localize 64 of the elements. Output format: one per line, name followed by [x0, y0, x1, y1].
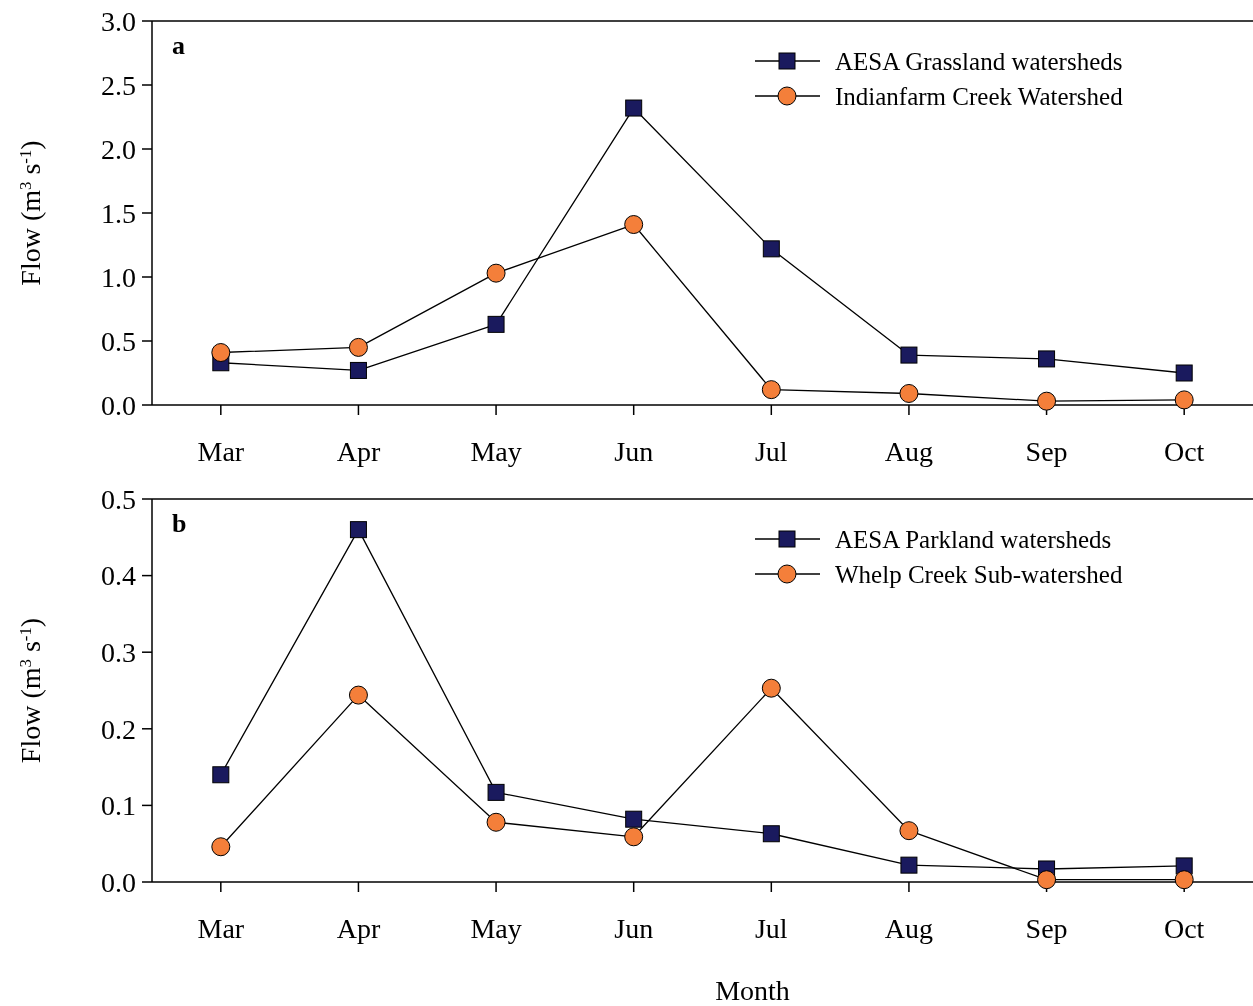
- y-tick-label: 2.0: [101, 133, 136, 165]
- y-tick-label: 0.3: [101, 637, 136, 668]
- x-tick-label: Aug: [884, 913, 934, 944]
- y-tick-label: 0.1: [101, 790, 136, 822]
- point: [487, 783, 505, 801]
- point: [487, 315, 505, 333]
- point: [1038, 350, 1056, 368]
- point: [624, 215, 644, 235]
- point: [1037, 870, 1057, 890]
- y-tick-label: 0.0: [101, 866, 136, 898]
- chart-title: b: [172, 509, 187, 538]
- y-tick-label: 2.5: [101, 69, 136, 101]
- x-tick-label: May: [470, 436, 522, 467]
- x-axis-title: Month: [715, 975, 790, 1006]
- x-tick-label: Jul: [754, 913, 788, 944]
- point: [1174, 390, 1194, 410]
- x-tick-label: Apr: [336, 913, 381, 944]
- point: [900, 346, 918, 364]
- y-tick-label: 0.0: [101, 389, 136, 421]
- y-tick-label: 0.4: [101, 560, 136, 592]
- y-tick-label: 0.2: [101, 713, 136, 745]
- x-tick-label: Sep: [1025, 913, 1068, 944]
- y-tick-label: 0.5: [101, 325, 136, 357]
- point: [348, 337, 368, 357]
- point: [899, 383, 919, 403]
- point: [486, 263, 506, 283]
- point: [762, 240, 780, 258]
- x-tick-label: Apr: [336, 436, 381, 467]
- point: [761, 380, 781, 400]
- point: [1037, 391, 1057, 411]
- point: [625, 99, 643, 117]
- x-tick-label: Jun: [614, 913, 654, 944]
- point: [349, 521, 367, 539]
- chart-title: a: [172, 31, 185, 60]
- point: [212, 766, 230, 784]
- point: [348, 685, 368, 705]
- legend-label: AESA Parkland watersheds: [835, 525, 1112, 553]
- y-tick-label: 0.5: [101, 483, 136, 515]
- x-tick-label: Mar: [197, 913, 245, 944]
- x-tick-label: Jun: [614, 436, 654, 467]
- point: [625, 810, 643, 828]
- x-tick-label: Oct: [1163, 913, 1205, 944]
- point: [211, 343, 231, 363]
- x-tick-label: Oct: [1163, 436, 1205, 467]
- point: [900, 856, 918, 874]
- point: [624, 827, 644, 847]
- point: [486, 812, 506, 832]
- x-tick-label: Jul: [754, 436, 788, 467]
- x-tick-label: Aug: [884, 436, 934, 467]
- point: [762, 825, 780, 843]
- point: [899, 821, 919, 841]
- point: [349, 361, 367, 379]
- x-tick-label: Mar: [197, 436, 245, 467]
- y-tick-label: 3.0: [101, 5, 136, 37]
- legend-label: Indianfarm Creek Watershed: [835, 82, 1124, 110]
- x-tick-label: Sep: [1025, 436, 1068, 467]
- point: [1175, 364, 1193, 382]
- y-tick-label: 1.5: [101, 197, 136, 229]
- point: [761, 678, 781, 698]
- legend-label: Whelp Creek Sub-watershed: [835, 560, 1123, 588]
- x-tick-label: May: [470, 913, 522, 944]
- y-tick-label: 1.0: [101, 261, 136, 293]
- legend-label: AESA Grassland watersheds: [835, 47, 1123, 75]
- point: [211, 837, 231, 857]
